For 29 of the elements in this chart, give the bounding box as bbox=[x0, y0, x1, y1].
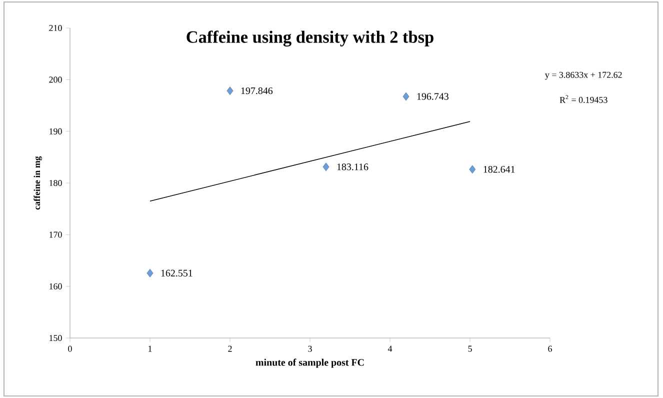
point bbox=[322, 162, 330, 172]
y-tick-label: 180 bbox=[50, 180, 62, 186]
point bbox=[402, 92, 410, 101]
x-tick-label: 0 bbox=[68, 346, 72, 352]
y-tick-label: 160 bbox=[50, 283, 62, 290]
data-label: 197.846 bbox=[241, 87, 273, 94]
y-tick-label: 200 bbox=[49, 76, 62, 83]
data-label: 196.743 bbox=[417, 93, 448, 100]
data-label: 183.116 bbox=[337, 164, 368, 170]
x-tick-label: 3 bbox=[308, 346, 312, 352]
y-tick-label: 190 bbox=[50, 128, 62, 134]
data-label: 162.551 bbox=[161, 270, 192, 277]
y-axis-title: caffeine in mg bbox=[34, 156, 42, 210]
point bbox=[146, 268, 154, 278]
x-tick-label: 2 bbox=[228, 346, 232, 352]
point bbox=[226, 86, 234, 95]
point bbox=[469, 165, 476, 174]
x-axis-title: minute of sample post FC bbox=[256, 358, 364, 368]
x-tick-label: 1 bbox=[148, 346, 152, 352]
text: R$^{2}$ = 0.19453 bbox=[560, 95, 608, 103]
data-label: 182.641 bbox=[484, 166, 515, 173]
y-tick-label: 210 bbox=[49, 24, 62, 32]
annotation: y = 3.8633x + 172.62 bbox=[545, 72, 622, 80]
y-tick-label: 170 bbox=[50, 232, 62, 238]
x-tick-label: 5 bbox=[468, 346, 472, 352]
x-tick-label: 4 bbox=[388, 346, 392, 352]
chart-title: Caffeine using density with 2 tbsp bbox=[186, 30, 434, 46]
x-tick-label: 6 bbox=[548, 346, 552, 352]
y-tick-label: 150 bbox=[50, 334, 62, 342]
